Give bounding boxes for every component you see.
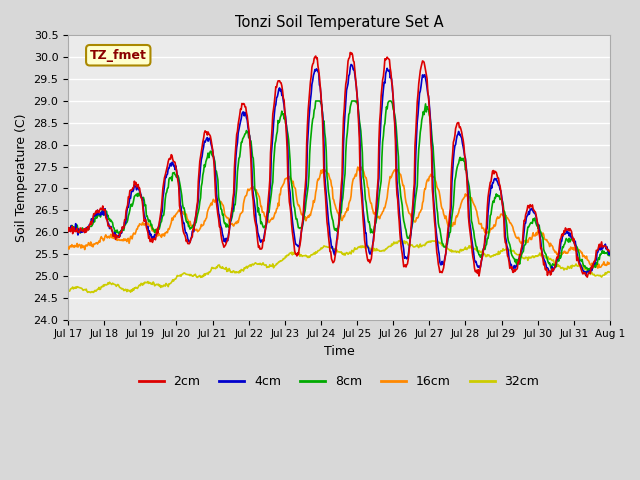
Legend: 2cm, 4cm, 8cm, 16cm, 32cm: 2cm, 4cm, 8cm, 16cm, 32cm <box>134 370 545 393</box>
Text: TZ_fmet: TZ_fmet <box>90 49 147 62</box>
X-axis label: Time: Time <box>324 345 355 358</box>
Title: Tonzi Soil Temperature Set A: Tonzi Soil Temperature Set A <box>235 15 444 30</box>
Y-axis label: Soil Temperature (C): Soil Temperature (C) <box>15 113 28 242</box>
